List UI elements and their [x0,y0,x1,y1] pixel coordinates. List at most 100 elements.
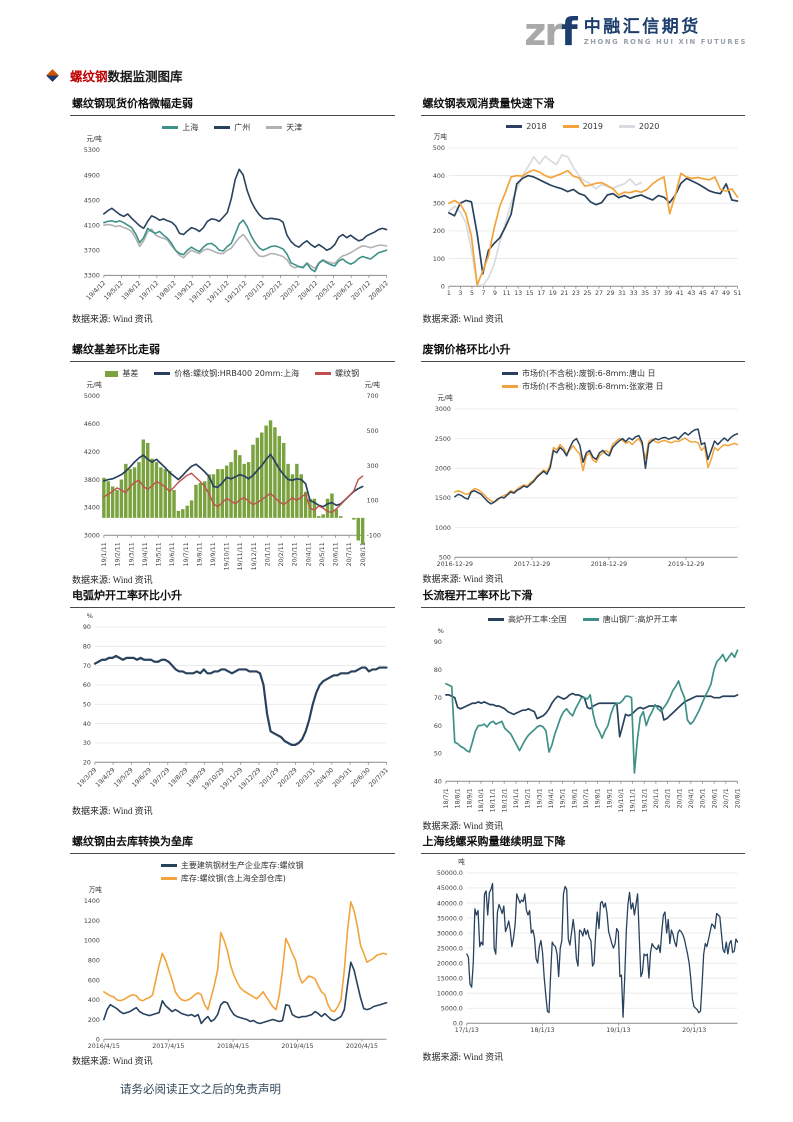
svg-text:20/2/11: 20/2/11 [278,542,285,566]
svg-text:9: 9 [493,290,497,297]
chart-canvas: 市场价(不含税):废钢:6-8mm:唐山 日市场价(不含税):废钢:6-8mm:… [421,365,746,570]
section-title-keyword: 螺纹钢 [70,69,108,84]
data-source: 数据来源: Wind 资讯 [422,314,504,324]
legend-swatch [562,125,579,128]
section-title-rest: 数据监测图库 [107,69,183,84]
svg-text:20/7/31: 20/7/31 [368,767,390,789]
chart-legend: 市场价(不含税):废钢:6-8mm:唐山 日市场价(不含税):废钢:6-8mm:… [421,367,746,393]
svg-text:100: 100 [367,498,379,505]
svg-text:20/1/13: 20/1/13 [682,1027,706,1034]
legend-swatch [214,126,231,129]
chart-block-scrap-price: 废钢价格环比小升 市场价(不含税):废钢:6-8mm:唐山 日市场价(不含税):… [420,339,746,585]
svg-text:60: 60 [83,682,91,689]
chart-legend: 2018 2019 2020 [421,121,746,132]
chart-canvas: 0.0 5000.0 10000.0 15000.0 20000.0 25000.0 300… [421,857,746,1036]
svg-text:200: 200 [88,1017,100,1024]
legend-item: 基差 [105,368,138,379]
svg-text:19/3/1: 19/3/1 [536,788,543,808]
legend-item: 天津 [266,122,302,133]
svg-text:3800: 3800 [84,477,100,484]
svg-text:3700: 3700 [84,248,100,255]
svg-text:元/吨: 元/吨 [87,380,103,389]
data-source: 数据来源: Wind 资讯 [422,1052,504,1062]
svg-text:29: 29 [606,290,614,297]
brand-name-en: ZHONG RONG HUI XIN FUTURES [583,38,747,46]
svg-text:10000.0: 10000.0 [436,990,462,997]
svg-text:19: 19 [548,290,556,297]
svg-text:19/10/1: 19/10/1 [618,788,625,812]
svg-text:50: 50 [83,702,91,709]
svg-text:80: 80 [433,667,441,674]
svg-text:200: 200 [432,228,444,235]
svg-text:19/1/13: 19/1/13 [606,1027,630,1034]
svg-text:30: 30 [83,740,91,747]
svg-text:21: 21 [560,290,568,297]
chart-title: 螺纹钢现货价格微幅走弱 [70,93,395,116]
svg-text:19/12/11: 19/12/11 [251,542,258,570]
svg-text:19/7/1: 19/7/1 [583,788,590,808]
legend-item: 主要建筑钢材生产企业库存:螺纹钢 [160,860,304,871]
svg-text:20/4/1: 20/4/1 [688,788,695,808]
legend-item: 2018 [506,122,547,131]
svg-text:20/1/1: 20/1/1 [653,788,660,808]
brand-name-cn: 中融汇信期货 [583,17,701,37]
chart-canvas: 基差 价格:螺纹钢:HRB400 20mm:上海 螺纹钢 3000 3400 3800 4… [70,365,395,571]
svg-text:1000: 1000 [84,938,100,945]
svg-text:30000.0: 30000.0 [436,930,462,937]
legend-item: 唐山钢厂:高炉开工率 [582,614,677,625]
svg-text:39: 39 [664,290,672,297]
svg-text:-100: -100 [367,533,381,540]
svg-text:20/1/11: 20/1/11 [264,542,271,566]
svg-text:300: 300 [432,201,444,208]
chart-title: 长流程开工率环比下滑 [420,585,745,608]
svg-text:40: 40 [83,721,91,728]
svg-text:元/吨: 元/吨 [87,134,103,143]
svg-text:35: 35 [641,290,649,297]
legend-swatch [582,618,599,621]
logo-zr: zr [524,10,563,54]
legend-item: 2020 [618,122,659,131]
svg-text:2500: 2500 [434,436,450,443]
svg-text:43: 43 [687,290,695,297]
svg-text:600: 600 [88,977,100,984]
svg-text:20000.0: 20000.0 [436,960,462,967]
svg-text:3300: 3300 [84,273,100,280]
svg-text:19/1/1: 19/1/1 [513,788,520,808]
svg-text:1000: 1000 [434,525,450,532]
chart-legend: 高炉开工率:全国 唐山钢厂:高炉开工率 [421,613,746,626]
legend-item: 市场价(不含税):废钢:6-8mm:唐山 日 [501,368,656,379]
chart-title: 螺纹钢由去库转换为垒库 [70,831,395,854]
data-source: 数据来源: Wind 资讯 [72,575,153,586]
chart-block-shanghai-purchase: 上海线螺采购量继续明显下降 0.0 5000.0 10000.0 15000.0 200… [420,831,746,1077]
company-logo: zrf 中融汇信期货 ZHONG RONG HUI XIN FUTURES [524,12,747,52]
svg-text:19/5/1: 19/5/1 [559,788,566,808]
svg-text:1500: 1500 [434,495,450,502]
data-source: 数据来源: Wind 资讯 [72,314,153,324]
chart-title: 螺纹基差环比走弱 [70,339,395,362]
svg-text:500: 500 [438,555,450,562]
svg-text:45: 45 [698,290,706,297]
svg-text:2019-12-29: 2019-12-29 [667,561,703,568]
chart-block-inventory: 螺纹钢由去库转换为垒库 主要建筑钢材生产企业库存:螺纹钢 库存:螺纹钢(含上海全部… [70,831,395,1077]
svg-text:4100: 4100 [84,222,100,229]
svg-text:18/8/1: 18/8/1 [454,788,461,808]
disclaimer-notice: 请务必阅读正文之后的免责声明 [120,1082,281,1096]
data-source: 数据来源: Wind 资讯 [72,806,153,816]
svg-text:2020/4/15: 2020/4/15 [346,1043,378,1050]
chart-title: 电弧炉开工率环比小升 [70,585,395,608]
svg-text:5000: 5000 [84,393,100,400]
svg-text:19/10/11: 19/10/11 [224,542,231,570]
svg-text:2016/4/15: 2016/4/15 [88,1043,120,1050]
svg-text:%: % [437,627,443,635]
svg-text:40000.0: 40000.0 [436,900,462,907]
svg-text:20/8/12: 20/8/12 [368,280,390,302]
legend-swatch [501,372,518,375]
svg-text:0.0: 0.0 [452,1021,462,1028]
svg-text:19/7/11: 19/7/11 [183,542,190,566]
chart-canvas: 主要建筑钢材生产企业库存:螺纹钢 库存:螺纹钢(含上海全部仓库) 0 200 400 6… [70,857,395,1052]
svg-text:300: 300 [367,463,379,470]
svg-text:7: 7 [481,290,485,297]
section-heading: 螺纹钢数据监测图库 [46,66,793,85]
svg-text:1400: 1400 [84,898,100,905]
